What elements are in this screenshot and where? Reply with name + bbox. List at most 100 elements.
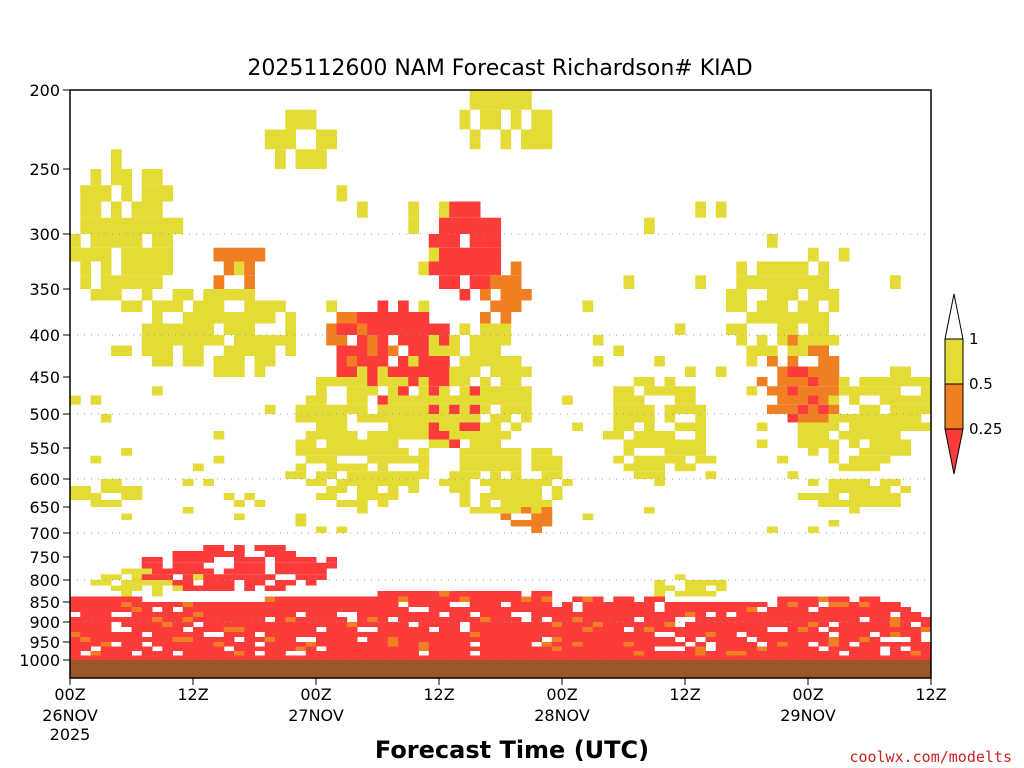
heatmap-cell	[613, 637, 624, 642]
heatmap-cell	[152, 627, 163, 632]
heatmap-cell	[408, 627, 419, 632]
heatmap-cell	[234, 632, 245, 637]
heatmap-cell	[398, 377, 409, 387]
heatmap-cell	[654, 580, 665, 586]
heatmap-cell	[193, 627, 204, 632]
heatmap-cell	[234, 568, 245, 575]
heatmap-cell	[490, 356, 501, 367]
heatmap-cell	[603, 617, 614, 622]
heatmap-cell	[828, 422, 840, 431]
heatmap-cell	[500, 507, 512, 514]
heatmap-cell	[838, 622, 850, 627]
heatmap-cell	[828, 356, 840, 367]
heatmap-cell	[203, 622, 214, 627]
heatmap-cell	[346, 356, 358, 367]
heatmap-cell	[357, 386, 368, 396]
heatmap-cell	[408, 431, 419, 440]
heatmap-cell	[685, 448, 696, 456]
heatmap-cell	[469, 646, 481, 651]
heatmap-cell	[408, 404, 419, 414]
heatmap-cell	[449, 247, 460, 262]
heatmap-cell	[100, 607, 112, 612]
heatmap-cell	[367, 493, 378, 500]
heatmap-cell	[469, 455, 481, 464]
heatmap-cell	[357, 463, 368, 472]
heatmap-cell	[152, 651, 163, 656]
heatmap-cell	[756, 275, 768, 289]
heatmap-cell	[316, 612, 327, 617]
heatmap-cell	[490, 439, 501, 448]
heatmap-cell	[357, 646, 368, 651]
heatmap-cell	[305, 580, 317, 586]
heatmap-cell	[767, 607, 778, 612]
heatmap-cell	[152, 247, 163, 262]
y-axis: 2002503003504004505005506006507007508008…	[19, 81, 70, 670]
heatmap-cell	[521, 646, 532, 651]
heatmap-cell	[70, 486, 81, 493]
plot-area	[69, 89, 932, 679]
heatmap-cell	[346, 651, 358, 656]
heatmap-cell	[838, 479, 850, 486]
heatmap-cell	[869, 596, 881, 602]
heatmap-cell	[254, 562, 266, 569]
heatmap-cell	[879, 448, 891, 456]
x-tick-label: 00Z	[792, 685, 823, 704]
heatmap-cell	[264, 642, 276, 647]
heatmap-cell	[613, 632, 624, 637]
heatmap-cell	[849, 646, 860, 651]
heatmap-cell	[531, 448, 542, 456]
heatmap-cell	[859, 627, 870, 632]
heatmap-cell	[182, 507, 194, 514]
heatmap-cell	[70, 646, 81, 651]
heatmap-cell	[879, 617, 891, 622]
heatmap-cell	[305, 109, 317, 130]
heatmap-cell	[469, 507, 481, 514]
heatmap-cell	[849, 395, 860, 405]
heatmap-cell	[500, 642, 512, 647]
heatmap-cell	[521, 479, 532, 486]
heatmap-cell	[828, 607, 840, 612]
heatmap-cell	[490, 90, 501, 110]
heatmap-cell	[920, 651, 932, 656]
heatmap-cell	[162, 335, 173, 346]
heatmap-cell	[439, 622, 450, 627]
heatmap-cell	[521, 642, 532, 647]
heatmap-cell	[357, 414, 368, 423]
heatmap-cell	[500, 596, 512, 602]
heatmap-cell	[849, 439, 860, 448]
heatmap-cell	[797, 655, 809, 660]
heatmap-cell	[408, 632, 419, 637]
heatmap-cell	[398, 617, 409, 622]
heatmap-cell	[70, 602, 81, 607]
heatmap-cell	[490, 455, 501, 464]
heatmap-cell	[326, 377, 337, 387]
heatmap-cell	[346, 404, 358, 414]
heatmap-cell	[367, 312, 378, 324]
heatmap-cell	[838, 655, 850, 660]
heatmap-cell	[100, 646, 112, 651]
heatmap-cell	[787, 617, 799, 622]
heatmap-cell	[562, 651, 573, 656]
heatmap-cell	[490, 217, 501, 234]
heatmap-cell	[459, 463, 471, 472]
heatmap-cell	[490, 612, 501, 617]
heatmap-cell	[510, 596, 522, 602]
heatmap-cell	[808, 323, 819, 335]
heatmap-cell	[213, 300, 225, 312]
heatmap-cell	[326, 646, 337, 651]
heatmap-cell	[418, 471, 430, 479]
heatmap-cell	[838, 386, 850, 396]
heatmap-cell	[879, 627, 891, 632]
heatmap-cell	[828, 335, 840, 346]
heatmap-cell	[685, 386, 696, 396]
heatmap-cell	[705, 580, 717, 586]
heatmap-cell	[398, 300, 409, 312]
heatmap-cell	[305, 395, 317, 405]
heatmap-cell	[398, 479, 409, 486]
heatmap-cell	[500, 627, 512, 632]
heatmap-cell	[900, 448, 911, 456]
heatmap-cell	[152, 234, 163, 248]
heatmap-cell	[193, 637, 204, 642]
heatmap-cell	[121, 345, 132, 356]
heatmap-cell	[367, 486, 378, 493]
